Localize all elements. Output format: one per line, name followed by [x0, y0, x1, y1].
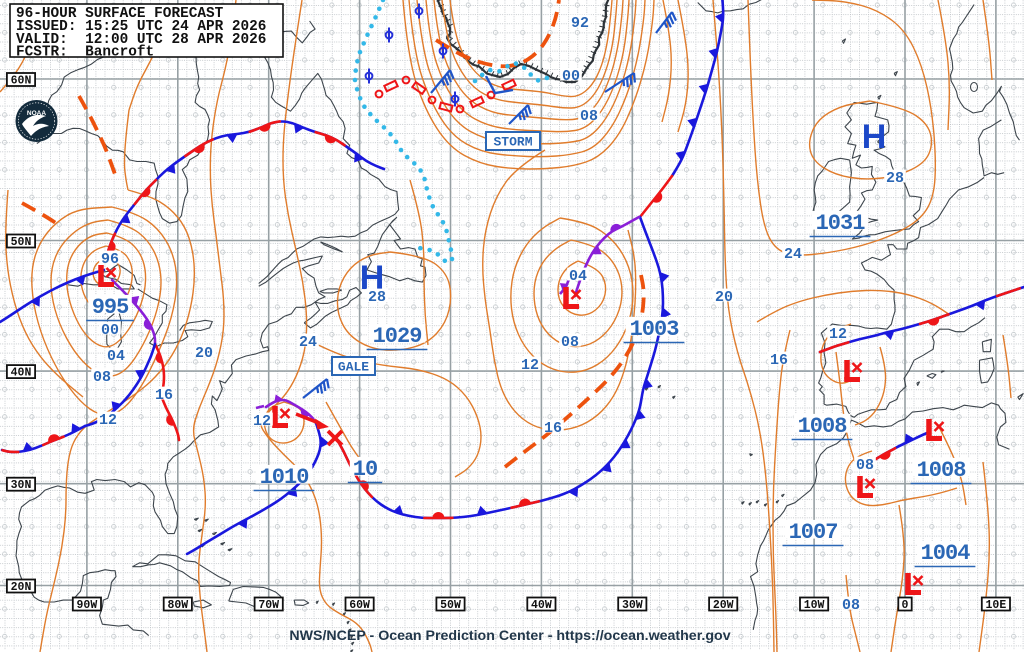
svg-text:20N: 20N — [11, 581, 32, 594]
svg-text:12: 12 — [99, 412, 117, 429]
svg-text:GALE: GALE — [338, 359, 369, 374]
svg-text:12: 12 — [253, 413, 271, 430]
svg-text:08: 08 — [561, 334, 579, 351]
svg-text:FCSTR: Bancroft: FCSTR: Bancroft — [16, 45, 154, 61]
svg-text:70W: 70W — [258, 599, 279, 612]
svg-text:1007: 1007 — [789, 520, 838, 545]
svg-text:08: 08 — [93, 369, 111, 386]
svg-text:50W: 50W — [440, 599, 461, 612]
svg-text:10E: 10E — [986, 599, 1007, 612]
svg-text:00: 00 — [562, 68, 580, 85]
svg-text:40W: 40W — [531, 599, 552, 612]
svg-text:28: 28 — [368, 289, 386, 306]
svg-text:10: 10 — [353, 457, 377, 482]
svg-text:STORM: STORM — [493, 134, 532, 149]
svg-text:96: 96 — [101, 251, 119, 268]
svg-text:24: 24 — [299, 334, 317, 351]
svg-text:08: 08 — [842, 597, 860, 614]
svg-text:H: H — [862, 118, 887, 156]
svg-text:60W: 60W — [349, 599, 370, 612]
svg-text:1010: 1010 — [260, 465, 309, 490]
svg-text:1008: 1008 — [798, 414, 848, 439]
svg-text:30N: 30N — [11, 479, 32, 492]
svg-text:12: 12 — [829, 326, 847, 343]
svg-text:20W: 20W — [713, 599, 734, 612]
svg-text:24: 24 — [784, 246, 802, 263]
svg-text:1008: 1008 — [917, 458, 967, 483]
svg-text:08: 08 — [580, 108, 598, 125]
svg-text:28: 28 — [886, 170, 904, 187]
svg-text:10W: 10W — [804, 599, 825, 612]
svg-text:16: 16 — [770, 352, 788, 369]
svg-text:04: 04 — [107, 348, 125, 365]
svg-text:1003: 1003 — [630, 317, 680, 342]
svg-text:04: 04 — [569, 268, 587, 285]
svg-text:30W: 30W — [622, 599, 643, 612]
svg-text:1031: 1031 — [816, 211, 866, 236]
svg-text:NOAA: NOAA — [27, 110, 46, 117]
svg-text:80W: 80W — [167, 599, 188, 612]
svg-text:90W: 90W — [77, 599, 98, 612]
svg-text:08: 08 — [856, 457, 874, 474]
svg-text:96-HOUR SURFACE FORECAST: 96-HOUR SURFACE FORECAST — [16, 6, 224, 22]
svg-text:00: 00 — [101, 322, 119, 339]
svg-text:995: 995 — [92, 295, 129, 320]
svg-text:16: 16 — [155, 387, 173, 404]
svg-text:1029: 1029 — [373, 324, 422, 349]
svg-text:20: 20 — [195, 345, 213, 362]
svg-text:50N: 50N — [11, 236, 32, 249]
svg-text:ISSUED: 15:25 UTC 24 APR 2026: ISSUED: 15:25 UTC 24 APR 2026 — [16, 19, 266, 35]
svg-text:12: 12 — [521, 357, 539, 374]
svg-text:VALID: 12:00 UTC 28 APR 2026: VALID: 12:00 UTC 28 APR 2026 — [16, 32, 266, 48]
svg-text:92: 92 — [571, 15, 589, 32]
svg-text:1004: 1004 — [921, 541, 971, 566]
svg-text:20: 20 — [715, 289, 733, 306]
svg-text:16: 16 — [544, 420, 562, 437]
svg-text:60N: 60N — [11, 75, 32, 88]
svg-text:NWS/NCEP - Ocean Prediction Ce: NWS/NCEP - Ocean Prediction Center - htt… — [289, 628, 730, 644]
svg-text:40N: 40N — [11, 367, 32, 380]
svg-text:0: 0 — [902, 599, 909, 612]
